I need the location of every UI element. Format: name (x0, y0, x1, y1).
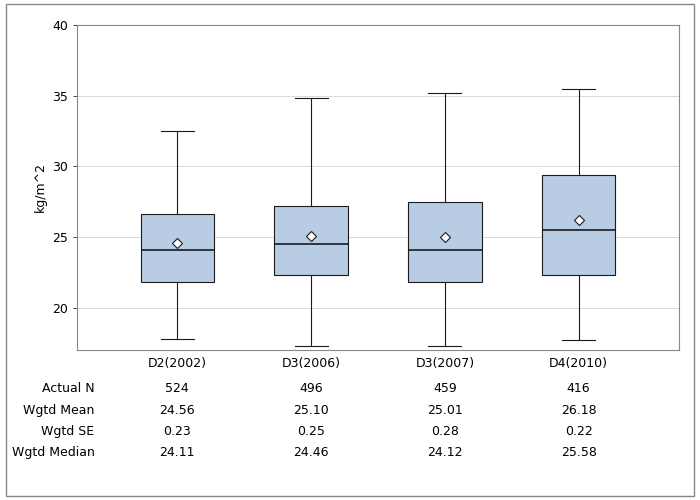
Text: Wgtd Median: Wgtd Median (12, 446, 95, 459)
Y-axis label: kg/m^2: kg/m^2 (34, 162, 46, 212)
Text: 416: 416 (567, 382, 591, 396)
Text: 25.58: 25.58 (561, 446, 596, 459)
Bar (274, 206, 348, 275)
Text: D3(2006): D3(2006) (281, 358, 341, 370)
Text: 25.10: 25.10 (293, 404, 329, 417)
Text: 24.46: 24.46 (293, 446, 329, 459)
Text: 25.01: 25.01 (427, 404, 463, 417)
Bar (542, 175, 615, 275)
Text: 459: 459 (433, 382, 457, 396)
Bar (408, 202, 482, 282)
Text: 26.18: 26.18 (561, 404, 596, 417)
Text: Actual N: Actual N (42, 382, 94, 396)
Text: 0.23: 0.23 (164, 425, 191, 438)
Text: 496: 496 (300, 382, 323, 396)
Text: Wgtd SE: Wgtd SE (41, 425, 94, 438)
Text: 524: 524 (165, 382, 189, 396)
Bar (141, 214, 214, 282)
Text: 24.12: 24.12 (427, 446, 463, 459)
Text: D2(2002): D2(2002) (148, 358, 206, 370)
Text: Wgtd Mean: Wgtd Mean (23, 404, 94, 417)
Text: 24.56: 24.56 (160, 404, 195, 417)
Text: D4(2010): D4(2010) (550, 358, 608, 370)
Text: D3(2007): D3(2007) (415, 358, 475, 370)
Text: 24.11: 24.11 (160, 446, 195, 459)
Text: 0.25: 0.25 (298, 425, 325, 438)
Text: 0.22: 0.22 (565, 425, 592, 438)
Text: 0.28: 0.28 (431, 425, 458, 438)
